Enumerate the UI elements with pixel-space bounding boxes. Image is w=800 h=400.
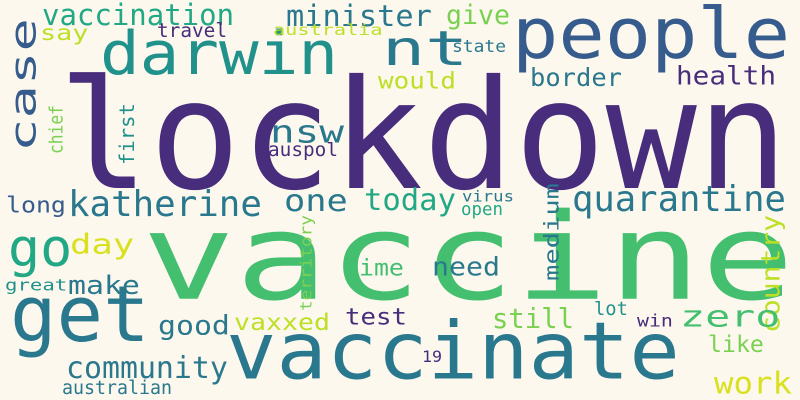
word-zero: zero — [680, 298, 781, 334]
word-get: get — [10, 269, 150, 360]
word-vaccination: vaccination — [42, 0, 235, 32]
word-day: day — [70, 228, 135, 261]
word-nsw: nsw — [270, 114, 344, 151]
word-australia: australia — [273, 22, 383, 39]
word-work: work — [714, 365, 792, 400]
word-people: people — [512, 0, 791, 76]
word-lot: lot — [594, 298, 628, 320]
word-still: still — [492, 303, 574, 335]
word-need: need — [432, 251, 500, 282]
word-good: good — [158, 310, 230, 342]
word-nt: nt — [382, 21, 469, 77]
word-win: win — [637, 311, 673, 331]
word-great: great — [5, 275, 68, 295]
word-katherine: katherine — [68, 184, 262, 225]
word-would: would — [378, 68, 456, 95]
word-vaccine: vaccine — [142, 188, 795, 328]
word-give: give — [446, 0, 510, 31]
word-time: time — [344, 254, 404, 281]
word-darwin: darwin — [100, 18, 339, 89]
word-today: today — [364, 182, 456, 218]
word-virus: virus — [462, 188, 514, 206]
word-quarantine: quarantine — [572, 179, 786, 220]
word-minister: minister — [286, 0, 432, 34]
word-one: one — [284, 183, 348, 219]
word-community: community — [66, 351, 228, 386]
word-border: border — [530, 64, 623, 93]
word-case: case — [2, 18, 45, 152]
word-australian: australian — [62, 377, 172, 399]
word-medium: medium — [540, 183, 564, 281]
word-chief: chief — [45, 105, 68, 154]
word-travel: travel — [157, 19, 227, 42]
word-health: health — [676, 60, 777, 91]
word-auspol: auspol — [268, 139, 338, 161]
word-open: open — [461, 200, 503, 220]
word-make: make — [68, 270, 140, 301]
word-lockdown: lockdown — [58, 46, 789, 224]
word-state: state — [452, 37, 506, 57]
word-first: first — [115, 103, 139, 165]
word-go: go — [8, 217, 73, 279]
word-long: long — [6, 192, 66, 218]
word-19: 19 — [422, 348, 443, 366]
word-test: test — [345, 304, 407, 331]
word-territory: territory — [298, 215, 317, 311]
word-vaxxed: vaxxed — [234, 309, 331, 336]
word-like: like — [708, 331, 764, 358]
word-vaccinate: vaccinate — [226, 304, 680, 398]
word-say: say — [40, 21, 89, 46]
